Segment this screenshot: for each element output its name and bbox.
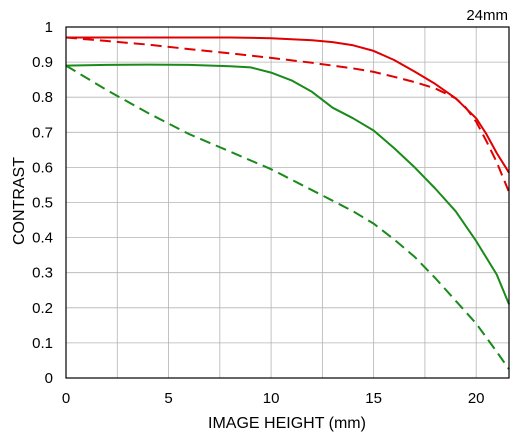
y-tick-label-0: 0: [45, 370, 53, 387]
y-tick-label-2: 0.2: [32, 300, 53, 317]
y-tick-label-9: 0.9: [32, 54, 53, 71]
y-tick-label-5: 0.5: [32, 195, 53, 212]
x-axis-title: IMAGE HEIGHT (mm): [208, 415, 366, 432]
y-tick-label-3: 0.3: [32, 265, 53, 282]
y-tick-labels: 0 0.1 0.2 0.3 0.4 0.5 0.6 0.7 0.8 0.9 1: [32, 19, 53, 387]
series-line-1: [65, 36, 510, 193]
x-tick-label-4: 20: [468, 390, 485, 407]
y-tick-label-8: 0.8: [32, 89, 53, 106]
series-lines: [65, 36, 510, 370]
x-tick-label-1: 5: [164, 390, 172, 407]
x-tick-label-2: 10: [263, 390, 280, 407]
focal-length-label: 24mm: [466, 7, 508, 24]
series-line-2: [65, 63, 510, 305]
x-tick-label-0: 0: [62, 390, 70, 407]
y-tick-label-6: 0.6: [32, 159, 53, 176]
y-tick-label-10: 1: [45, 19, 53, 36]
y-tick-label-1: 0.1: [32, 335, 53, 352]
y-axis-title: CONTRAST: [11, 157, 28, 245]
x-tick-labels: 0 5 10 15 20: [62, 390, 485, 407]
plot-frame: [65, 26, 510, 379]
x-tick-label-3: 15: [365, 390, 382, 407]
y-tick-label-7: 0.7: [32, 124, 53, 141]
series-line-0: [66, 36, 510, 174]
series-line-3: [65, 64, 510, 370]
y-tick-label-4: 0.4: [32, 230, 53, 247]
